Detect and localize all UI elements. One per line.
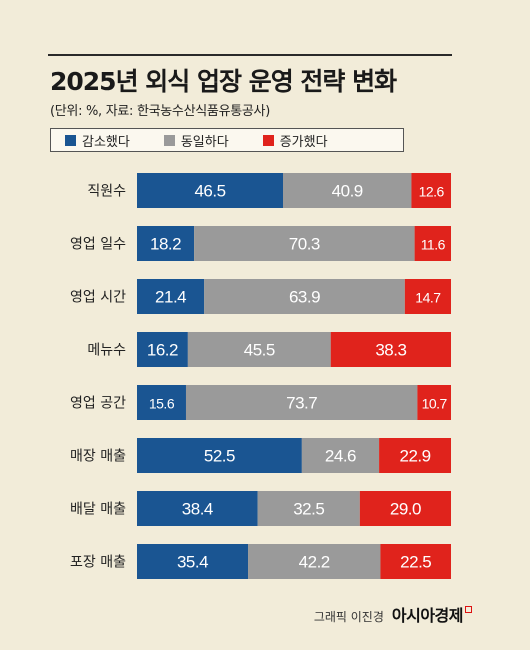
data-label-same: 24.6 bbox=[325, 447, 356, 466]
legend-item-same: 동일하다 bbox=[163, 131, 229, 150]
category-label: 메뉴수 bbox=[87, 343, 126, 359]
data-label-decreased: 35.4 bbox=[177, 553, 208, 572]
data-label-same: 42.2 bbox=[299, 553, 330, 572]
data-label-decreased: 21.4 bbox=[155, 288, 186, 307]
data-label-same: 45.5 bbox=[244, 341, 275, 360]
category-label: 직원수 bbox=[87, 184, 126, 200]
bar-decreased bbox=[137, 279, 205, 314]
legend: 감소했다 동일하다 증가했다 bbox=[50, 128, 404, 152]
bar-increased bbox=[411, 173, 451, 208]
bar-decreased bbox=[137, 332, 188, 367]
bar-same bbox=[187, 332, 331, 367]
legend-swatch-increased bbox=[262, 134, 274, 146]
bar-increased bbox=[359, 491, 451, 526]
bar-same bbox=[301, 438, 380, 473]
data-label-increased: 22.9 bbox=[400, 447, 431, 466]
data-label-increased: 38.3 bbox=[375, 341, 406, 360]
data-label-decreased: 38.4 bbox=[182, 500, 213, 519]
data-label-same: 73.7 bbox=[286, 394, 317, 413]
category-label: 포장 매출 bbox=[70, 555, 126, 571]
data-label-increased: 29.0 bbox=[390, 500, 421, 519]
bar-same bbox=[185, 385, 418, 420]
bar-decreased bbox=[137, 491, 258, 526]
data-label-increased: 12.6 bbox=[419, 184, 445, 200]
data-label-same: 70.3 bbox=[289, 235, 320, 254]
bar-decreased bbox=[137, 385, 186, 420]
chart-title: 2025년 외식 업장 운영 전략 변화 bbox=[50, 67, 397, 96]
category-label: 배달 매출 bbox=[70, 502, 126, 518]
data-label-same: 63.9 bbox=[289, 288, 320, 307]
data-label-decreased: 16.2 bbox=[147, 341, 178, 360]
bar-increased bbox=[330, 332, 451, 367]
footer: 그래픽 이진경 아시아경제 bbox=[314, 602, 472, 626]
category-label: 영업 공간 bbox=[70, 396, 126, 412]
data-label-decreased: 52.5 bbox=[204, 447, 235, 466]
data-label-increased: 14.7 bbox=[415, 290, 441, 306]
bar-increased bbox=[417, 385, 451, 420]
chart-subtitle: (단위: %, 자료: 한국농수산식품유통공사) bbox=[50, 104, 270, 119]
category-label: 매장 매출 bbox=[70, 449, 126, 465]
bar-decreased bbox=[137, 544, 249, 579]
data-label-increased: 11.6 bbox=[421, 237, 446, 253]
data-label-decreased: 15.6 bbox=[149, 396, 175, 412]
bar-decreased bbox=[137, 438, 302, 473]
category-label: 영업 일수 bbox=[70, 237, 126, 253]
bar-increased bbox=[379, 438, 451, 473]
data-label-increased: 10.7 bbox=[422, 396, 448, 412]
data-label-decreased: 18.2 bbox=[150, 235, 181, 254]
bar-increased bbox=[380, 544, 451, 579]
legend-swatch-same bbox=[163, 134, 175, 146]
data-label-same: 40.9 bbox=[332, 182, 363, 201]
data-label-increased: 22.5 bbox=[400, 553, 431, 572]
legend-swatch-decreased bbox=[65, 134, 76, 146]
bar-same bbox=[204, 279, 405, 314]
bar-same bbox=[194, 226, 415, 261]
legend-label-decreased: 감소했다 bbox=[82, 134, 130, 150]
brand-logo: 아시아경제 bbox=[391, 606, 464, 625]
bar-same bbox=[283, 173, 412, 208]
bar-decreased bbox=[137, 173, 284, 208]
legend-label-same: 동일하다 bbox=[180, 134, 229, 150]
bar-increased bbox=[404, 279, 451, 314]
data-label-decreased: 46.5 bbox=[194, 182, 225, 201]
graphic-credit: 그래픽 이진경 bbox=[313, 610, 384, 624]
legend-label-increased: 증가했다 bbox=[279, 134, 328, 150]
legend-item-increased: 증가했다 bbox=[262, 131, 328, 150]
bar-increased bbox=[414, 226, 451, 261]
brand-mark-icon bbox=[465, 606, 472, 613]
bar-decreased bbox=[137, 226, 195, 261]
top-rule bbox=[48, 54, 452, 56]
category-label: 영업 시간 bbox=[70, 290, 126, 306]
bar-same bbox=[248, 544, 381, 579]
bar-same bbox=[257, 491, 360, 526]
legend-item-decreased: 감소했다 bbox=[65, 131, 130, 150]
data-label-same: 32.5 bbox=[293, 500, 324, 519]
